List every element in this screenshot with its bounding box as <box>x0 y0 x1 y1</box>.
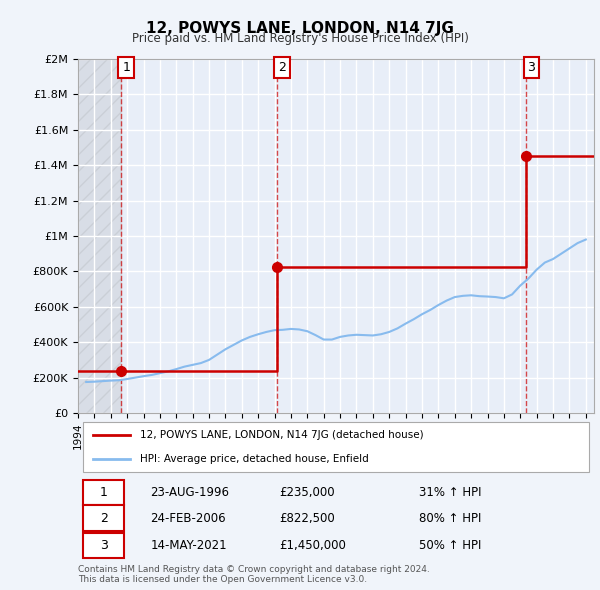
Text: 14-MAY-2021: 14-MAY-2021 <box>150 539 227 552</box>
Bar <box>78 59 121 413</box>
Text: 3: 3 <box>527 61 535 74</box>
Text: HPI: Average price, detached house, Enfield: HPI: Average price, detached house, Enfi… <box>140 454 368 464</box>
Text: 23-AUG-1996: 23-AUG-1996 <box>150 486 229 499</box>
FancyBboxPatch shape <box>83 422 589 472</box>
Text: 12, POWYS LANE, LONDON, N14 7JG: 12, POWYS LANE, LONDON, N14 7JG <box>146 21 454 35</box>
Text: 2: 2 <box>100 512 108 525</box>
FancyBboxPatch shape <box>83 505 124 531</box>
Text: 50% ↑ HPI: 50% ↑ HPI <box>419 539 481 552</box>
Text: 31% ↑ HPI: 31% ↑ HPI <box>419 486 481 499</box>
Text: 2: 2 <box>278 61 286 74</box>
Text: £235,000: £235,000 <box>279 486 335 499</box>
Text: 3: 3 <box>100 539 108 552</box>
Text: £822,500: £822,500 <box>279 512 335 525</box>
Text: 1: 1 <box>122 61 130 74</box>
Text: 24-FEB-2006: 24-FEB-2006 <box>150 512 226 525</box>
Text: 80% ↑ HPI: 80% ↑ HPI <box>419 512 481 525</box>
FancyBboxPatch shape <box>83 533 124 558</box>
Text: 12, POWYS LANE, LONDON, N14 7JG (detached house): 12, POWYS LANE, LONDON, N14 7JG (detache… <box>140 430 424 440</box>
Text: 1: 1 <box>100 486 108 499</box>
Text: Contains HM Land Registry data © Crown copyright and database right 2024.
This d: Contains HM Land Registry data © Crown c… <box>78 565 430 584</box>
FancyBboxPatch shape <box>83 480 124 505</box>
Text: £1,450,000: £1,450,000 <box>279 539 346 552</box>
Text: Price paid vs. HM Land Registry's House Price Index (HPI): Price paid vs. HM Land Registry's House … <box>131 32 469 45</box>
